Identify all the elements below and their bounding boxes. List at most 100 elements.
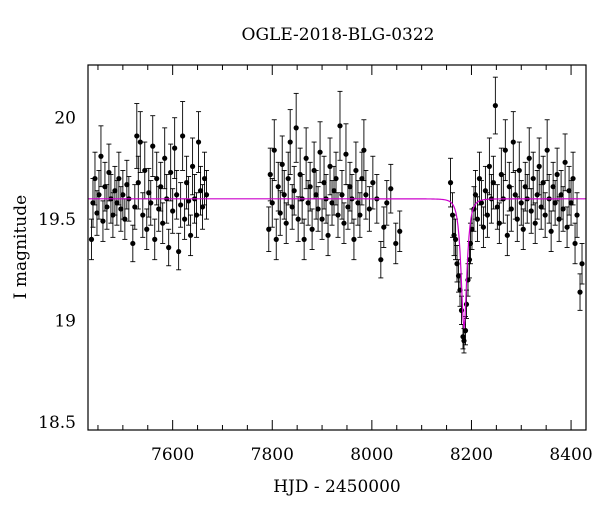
x-tick-label: 8200 xyxy=(450,445,493,465)
data-point xyxy=(558,192,564,198)
data-point xyxy=(94,210,100,216)
data-point xyxy=(472,192,479,198)
data-point xyxy=(325,232,331,238)
data-point xyxy=(512,192,518,198)
data-point xyxy=(454,261,460,267)
data-point xyxy=(510,139,516,145)
data-point xyxy=(106,169,112,176)
data-point xyxy=(182,216,188,222)
data-point xyxy=(116,175,122,182)
data-point xyxy=(538,204,544,210)
data-point xyxy=(463,301,470,307)
data-point xyxy=(449,212,456,218)
data-point xyxy=(92,175,98,182)
data-point xyxy=(187,232,194,238)
data-point xyxy=(544,147,550,153)
data-point xyxy=(370,180,376,186)
data-point xyxy=(357,212,363,218)
data-point xyxy=(327,163,333,169)
data-point xyxy=(152,236,158,242)
data-point xyxy=(266,226,272,232)
data-point xyxy=(180,133,186,139)
data-point xyxy=(393,240,399,247)
data-point xyxy=(455,273,462,279)
data-point xyxy=(313,192,319,198)
data-point xyxy=(100,218,106,224)
data-point xyxy=(174,192,180,198)
data-point xyxy=(144,226,150,232)
y-tick-label: 19 xyxy=(54,312,76,332)
data-point xyxy=(564,224,570,230)
x-tick-label: 7800 xyxy=(251,445,294,465)
data-point xyxy=(484,212,490,218)
data-point xyxy=(337,123,343,129)
data-point xyxy=(532,220,538,226)
data-point xyxy=(150,143,156,149)
data-point xyxy=(526,155,532,161)
data-point xyxy=(447,180,454,186)
data-point xyxy=(577,289,583,295)
data-point xyxy=(291,188,297,194)
data-point xyxy=(293,125,299,131)
data-point xyxy=(110,212,116,218)
data-point xyxy=(554,171,560,178)
data-point xyxy=(550,184,556,190)
data-point xyxy=(193,212,200,218)
data-point xyxy=(516,167,522,174)
data-point xyxy=(203,192,210,198)
data-point xyxy=(297,171,303,178)
data-point xyxy=(359,175,365,182)
data-point xyxy=(319,216,325,222)
x-axis-label: HJD - 2450000 xyxy=(273,477,401,497)
data-point xyxy=(469,226,475,232)
data-point xyxy=(321,180,327,186)
chart-title: OGLE-2018-BLG-0322 xyxy=(242,25,435,45)
data-point xyxy=(522,184,528,190)
data-point xyxy=(331,188,337,194)
data-point xyxy=(335,212,341,218)
data-point xyxy=(102,184,108,190)
data-point xyxy=(355,200,361,206)
data-point xyxy=(184,180,190,186)
x-tick-labels: 7600 7800 8000 8200 8400 xyxy=(151,445,593,465)
data-point xyxy=(130,240,136,247)
data-point xyxy=(460,334,466,340)
data-point xyxy=(562,159,568,165)
data-point xyxy=(492,102,498,109)
data-point xyxy=(530,175,536,182)
data-point xyxy=(333,175,339,182)
data-point xyxy=(343,151,349,157)
data-point xyxy=(361,147,367,153)
data-point xyxy=(397,228,403,234)
data-point xyxy=(195,139,202,145)
data-point xyxy=(142,167,148,174)
data-point xyxy=(347,184,353,190)
data-point xyxy=(120,192,126,198)
data-point xyxy=(490,180,496,186)
data-point xyxy=(160,220,166,226)
data-point xyxy=(154,175,160,182)
data-point xyxy=(560,206,566,212)
data-point xyxy=(486,163,492,169)
data-point xyxy=(269,200,275,206)
data-point xyxy=(451,232,457,238)
data-point xyxy=(287,139,293,145)
y-tick-label: 19.5 xyxy=(38,210,76,230)
data-point xyxy=(185,198,192,204)
data-point xyxy=(494,204,500,210)
data-point xyxy=(462,328,469,334)
data-point xyxy=(461,338,467,344)
data-point xyxy=(309,226,315,232)
data-point xyxy=(199,204,206,210)
data-point xyxy=(518,200,524,206)
data-point xyxy=(570,175,576,182)
data-point xyxy=(496,220,502,226)
data-point xyxy=(540,180,546,186)
data-point xyxy=(303,155,309,161)
data-point xyxy=(378,257,384,263)
data-point xyxy=(498,171,504,178)
data-point xyxy=(172,145,178,151)
data-point xyxy=(366,206,372,212)
data-point xyxy=(534,192,540,198)
